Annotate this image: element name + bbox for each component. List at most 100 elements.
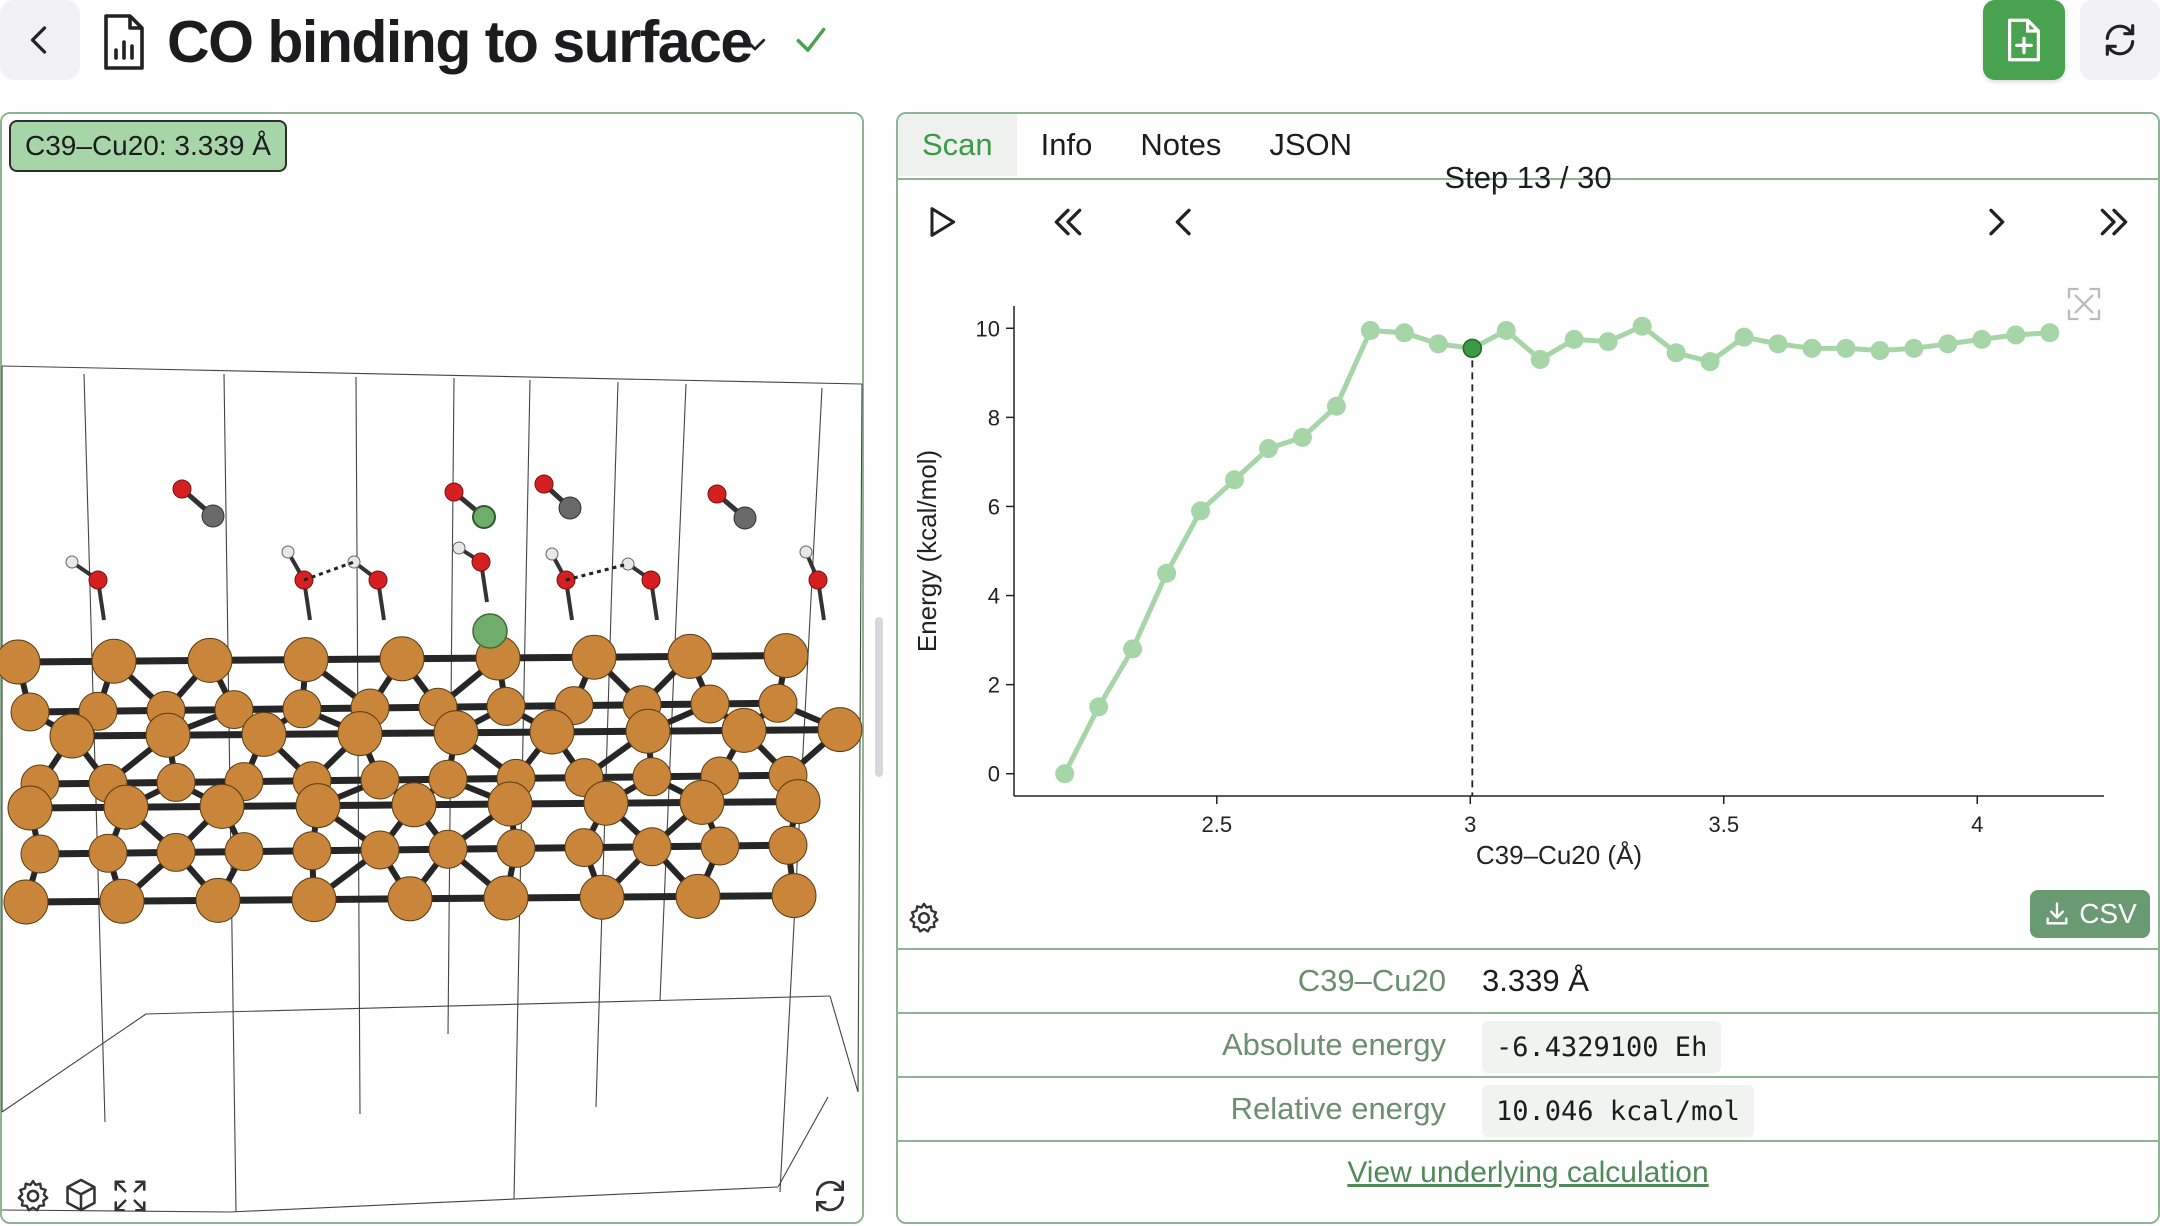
download-icon: [2046, 902, 2068, 925]
detail-row-relative-energy: Relative energy 10.046 kcal/mol: [898, 1076, 2158, 1140]
data-point: [1632, 316, 1652, 336]
refresh-icon: [2105, 24, 2135, 56]
x-tick-label: 4: [1971, 812, 1983, 837]
new-document-button[interactable]: [1983, 0, 2065, 80]
data-point: [1666, 343, 1686, 363]
expand-icon[interactable]: [111, 1177, 149, 1215]
chart-settings-button[interactable]: [906, 900, 946, 940]
data-point: [1904, 338, 1924, 358]
y-tick-label: 4: [988, 584, 1000, 609]
measurement-badge: C39–Cu20: 3.339 Å: [9, 120, 287, 172]
play-icon: [930, 207, 956, 237]
series-line: [1062, 323, 2050, 775]
data-point: [1768, 334, 1788, 354]
metal-atoms: [0, 613, 863, 925]
fit-view-button[interactable]: [2064, 284, 2104, 324]
data-point: [1734, 327, 1754, 347]
results-panel: Scan Info Notes JSON 0 2 4 6 8 10 2.5 3 3.5 4 C39–…: [896, 112, 2160, 1224]
molecule-viewer[interactable]: [0, 112, 864, 1224]
refresh-icon[interactable]: [811, 1177, 849, 1215]
data-point: [1972, 329, 1992, 349]
detail-value[interactable]: -6.4329100 Eh: [1482, 1021, 1722, 1073]
document-chart-icon: [98, 12, 150, 72]
skip-first-icon: [1054, 208, 1082, 236]
detail-row-absolute-energy: Absolute energy -6.4329100 Eh: [898, 1012, 2158, 1076]
page-title[interactable]: CO binding to surface: [167, 9, 753, 75]
tab-bar: Scan Info Notes JSON: [898, 114, 2158, 180]
next-icon: [1989, 208, 2005, 236]
data-point: [1191, 501, 1211, 521]
data-point: [1530, 349, 1550, 369]
detail-label: Absolute energy: [1221, 1027, 1446, 1062]
data-point: [1089, 697, 1109, 717]
data-point: [1564, 329, 1584, 349]
tab-scan[interactable]: Scan: [898, 114, 1017, 176]
x-axis-label: C39–Cu20 (Å): [1476, 840, 1642, 870]
selected-data-point: [1462, 338, 1483, 359]
detail-label: C39–Cu20: [1297, 963, 1446, 998]
refresh-button[interactable]: [2080, 0, 2160, 80]
next-step-button[interactable]: [1976, 202, 2016, 242]
data-point: [1326, 396, 1346, 416]
gear-icon[interactable]: [14, 1177, 52, 1215]
data-point: [1598, 332, 1618, 352]
previous-icon: [1175, 208, 1191, 236]
y-tick-label: 2: [988, 673, 1000, 698]
data-point: [1360, 321, 1380, 340]
data-point: [1123, 639, 1143, 659]
data-point: [1496, 321, 1516, 340]
y-tick-label: 0: [988, 762, 1000, 787]
document-plus-icon: [2007, 18, 2041, 62]
data-point: [1055, 764, 1075, 784]
tab-info[interactable]: Info: [1040, 127, 1093, 162]
skip-last-icon: [2100, 208, 2128, 236]
data-point: [1802, 338, 1822, 358]
detail-row-distance: C39–Cu20 3.339 Å: [898, 948, 2158, 1012]
csv-label: CSV: [2079, 898, 2137, 929]
panel-resize-handle[interactable]: [875, 617, 883, 777]
previous-step-button[interactable]: [1164, 202, 1204, 242]
y-tick-label: 8: [988, 405, 1000, 430]
data-point: [1870, 341, 1890, 361]
first-step-button[interactable]: [1048, 202, 1088, 242]
molecule-canvas[interactable]: [0, 112, 864, 1224]
tab-json[interactable]: JSON: [1269, 127, 1353, 162]
detail-value[interactable]: 10.046 kcal/mol: [1482, 1085, 1754, 1137]
back-button[interactable]: [0, 0, 80, 80]
detail-value: 3.339 Å: [1482, 963, 1589, 998]
view-calculation-link[interactable]: View underlying calculation: [1347, 1156, 1709, 1189]
chevron-down-icon: [744, 38, 766, 51]
x-tick-label: 3.5: [1708, 812, 1739, 837]
data-point: [1938, 334, 1958, 354]
data-point: [1700, 352, 1720, 372]
data-point: [1428, 334, 1448, 354]
download-csv-button[interactable]: CSV: [2030, 890, 2150, 938]
play-button[interactable]: [922, 202, 962, 242]
y-tick-label: 10: [976, 316, 1000, 341]
adsorbates: [65, 474, 828, 621]
energy-scan-chart[interactable]: 0 2 4 6 8 10 2.5 3 3.5 4 C39–Cu20 (Å) Energy (kcal/…: [898, 114, 2158, 1222]
title-dropdown-button[interactable]: [737, 26, 773, 62]
data-point: [1394, 323, 1414, 343]
data-point: [1259, 439, 1279, 459]
data-point: [1225, 470, 1245, 490]
tab-notes[interactable]: Notes: [1140, 127, 1222, 162]
view-calculation-row: View underlying calculation: [898, 1140, 2158, 1204]
detail-label: Relative energy: [1230, 1091, 1446, 1126]
x-tick-label: 3: [1464, 812, 1476, 837]
step-indicator: Step 13 / 30: [1444, 160, 1612, 195]
data-point: [1292, 427, 1312, 447]
gear-icon: [909, 902, 939, 933]
data-point: [2006, 325, 2026, 345]
cube-icon[interactable]: [62, 1176, 100, 1214]
data-point: [2040, 323, 2060, 343]
fit-screen-icon: [2067, 287, 2101, 321]
x-tick-label: 2.5: [1201, 812, 1232, 837]
last-step-button[interactable]: [2094, 202, 2134, 242]
data-point: [1836, 338, 1856, 358]
chevron-left-icon: [30, 26, 47, 54]
y-axis-label: Energy (kcal/mol): [912, 450, 942, 652]
checkmark-icon: [790, 18, 832, 60]
y-tick-label: 6: [988, 494, 1000, 519]
data-point: [1157, 563, 1177, 583]
